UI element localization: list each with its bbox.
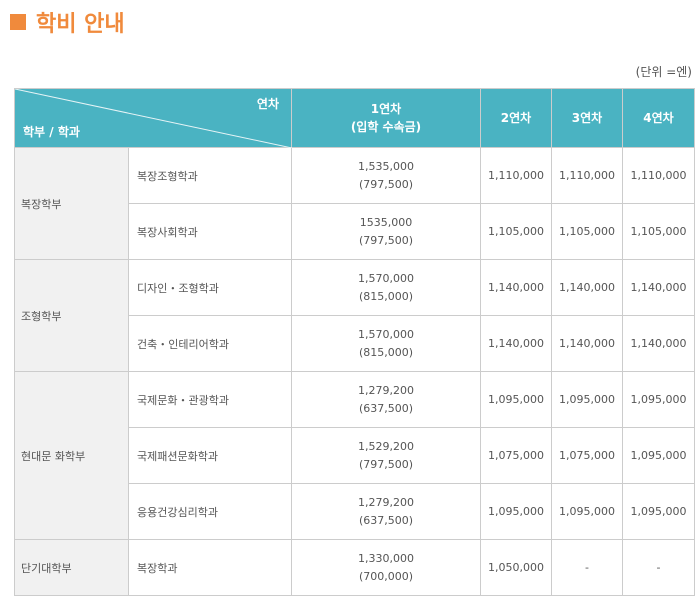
fee-cell: 1,095,000 — [622, 427, 695, 484]
admission-fee: (700,000) — [358, 569, 414, 583]
fee-cell: 1,075,000 — [551, 427, 623, 484]
fee-cell: 1,105,000 — [622, 203, 695, 260]
fee: 1,570,000 — [358, 271, 414, 285]
header-label: (입학 수속금) — [350, 120, 422, 134]
admission-fee: (815,000) — [358, 289, 414, 303]
fee-cell: 1,105,000 — [480, 203, 552, 260]
table-body: 복장학부 복장조형학과 1,535,000 (797,500) 1,110,000 1,1… — [14, 147, 695, 596]
table-row: 건축・인테리어학과 1,570,000 (815,000) 1,140,000 1,14… — [15, 315, 695, 372]
fee-cell: 1,110,000 — [622, 147, 695, 204]
fee: 1,279,200 — [358, 495, 414, 509]
fee-cell: 1,140,000 — [551, 259, 623, 316]
fee-cell: 1,095,000 — [622, 371, 695, 428]
year1-cell: 1,279,200 (637,500) — [291, 371, 481, 428]
department-cell: 복장사회학과 — [128, 203, 292, 260]
fee-cell: 1,140,000 — [622, 315, 695, 372]
table-row: 응용건강심리학과 1,279,200 (637,500) 1,095,000 1,095… — [15, 483, 695, 540]
year1-cell: 1535,000 (797,500) — [291, 203, 481, 260]
faculty-cell: 복장학부 — [14, 147, 129, 260]
header-cell: 3연차 — [551, 88, 623, 148]
diagonal-line — [15, 89, 292, 148]
header-cell: 2연차 — [480, 88, 552, 148]
fee-cell: 1,140,000 — [480, 259, 552, 316]
header-label: 연차 — [256, 97, 279, 111]
department-cell: 디자인・조형학과 — [128, 259, 292, 316]
admission-fee: (815,000) — [358, 345, 414, 359]
fee-cell: 1,075,000 — [480, 427, 552, 484]
fee-cell: 1,140,000 — [622, 259, 695, 316]
fee-cell: 1,110,000 — [551, 147, 623, 204]
year1-cell: 1,570,000 (815,000) — [291, 315, 481, 372]
faculty-cell: 단기대학부 — [14, 539, 129, 596]
fee: 1,279,200 — [358, 383, 414, 397]
unit-note: (단위 =엔) — [635, 65, 692, 79]
department-cell: 응용건강심리학과 — [128, 483, 292, 540]
fee: 1,529,200 — [358, 439, 414, 453]
faculty-cell: 현대문 화학부 — [14, 371, 129, 540]
table-row: 조형학부 디자인・조형학과 1,570,000 (815,000) 1,140,000 1… — [14, 259, 695, 372]
header-label: 1연차 — [370, 102, 402, 116]
diagonal-header: 연차 학부 / 학과 — [14, 88, 292, 148]
year1-cell: 1,330,000 (700,000) — [291, 539, 481, 596]
year1-cell: 1,570,000 (815,000) — [291, 259, 481, 316]
department-cell: 복장학과 — [128, 539, 292, 596]
header-cell: 1연차 (입학 수속금) — [291, 88, 481, 148]
year1-cell: 1,535,000 (797,500) — [291, 147, 481, 204]
admission-fee: (637,500) — [358, 513, 414, 527]
year1-cell: 1,529,200 (797,500) — [291, 427, 481, 484]
fee: 1,330,000 — [358, 551, 414, 565]
admission-fee: (797,500) — [358, 457, 414, 471]
fee-cell: - — [551, 539, 623, 596]
fee-cell: - — [622, 539, 695, 596]
fee-cell: 1,095,000 — [480, 483, 552, 540]
year1-cell: 1,279,200 (637,500) — [291, 483, 481, 540]
fee-cell: 1,110,000 — [480, 147, 552, 204]
admission-fee: (797,500) — [358, 177, 414, 191]
fee-cell: 1,095,000 — [622, 483, 695, 540]
table-row: 단기대학부 복장학과 1,330,000 (700,000) 1,050,000- - — [14, 539, 695, 596]
fee-cell: 1,095,000 — [551, 371, 623, 428]
department-cell: 국제패션문화학과 — [128, 427, 292, 484]
fee-cell: 1,105,000 — [551, 203, 623, 260]
fee-cell: 1,050,000 — [480, 539, 552, 596]
title: 학비 안내 — [10, 6, 125, 38]
department-cell: 국제문화・관광학과 — [128, 371, 292, 428]
admission-fee: (797,500) — [358, 233, 414, 247]
header-cell: 4연차 — [622, 88, 695, 148]
department-cell: 건축・인테리어학과 — [128, 315, 292, 372]
fee: 1535,000 — [359, 215, 413, 229]
table-row: 복장사회학과 1535,000 (797,500) 1,105,000 1,105,00… — [15, 203, 695, 260]
fee-cell: 1,095,000 — [551, 483, 623, 540]
table-row: 복장학부 복장조형학과 1,535,000 (797,500) 1,110,000 1,1… — [14, 147, 695, 260]
fee-cell: 1,095,000 — [480, 371, 552, 428]
fee-cell: 1,140,000 — [551, 315, 623, 372]
table-row: 현대문 화학부 국제문화・관광학과 1,279,200 (637,500) 1,095,… — [14, 371, 695, 540]
faculty-cell: 조형학부 — [14, 259, 129, 372]
table-row: 국제패션문화학과 1,529,200 (797,500) 1,075,000 1,075… — [15, 427, 695, 484]
admission-fee: (637,500) — [358, 401, 414, 415]
department-cell: 복장조형학과 — [128, 147, 292, 204]
fee: 1,535,000 — [358, 159, 414, 173]
tuition-table: 연차 학부 / 학과 1연차 (입학 수속금) 2연차 3연차 4연차 복장학부 복… — [14, 88, 695, 596]
fee-cell: 1,140,000 — [480, 315, 552, 372]
fee: 1,570,000 — [358, 327, 414, 341]
header-label: 학부 / 학과 — [23, 125, 80, 139]
title-text: 학비 안내 — [36, 12, 125, 37]
